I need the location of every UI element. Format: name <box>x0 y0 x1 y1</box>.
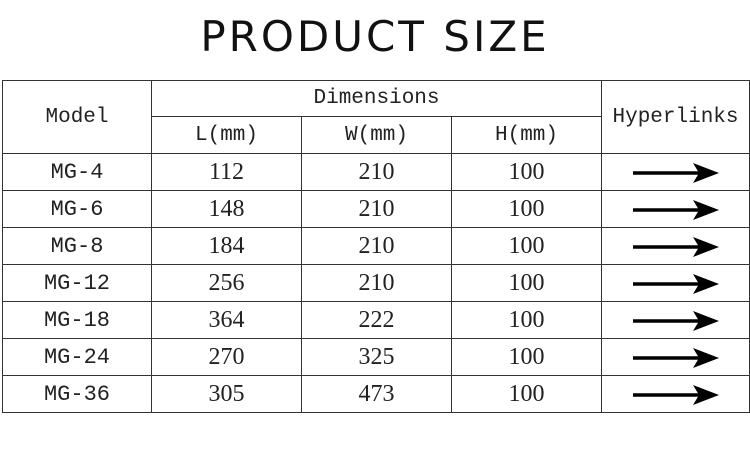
height-cell: 100 <box>451 227 602 265</box>
model-cell: MG-4 <box>2 153 152 191</box>
height-cell: 100 <box>451 375 602 413</box>
header-row: Model Dimensions Hyperlinks <box>2 80 750 154</box>
table-row: MG-4 112 210 100 <box>2 153 750 191</box>
model-cell: MG-8 <box>2 227 152 265</box>
model-cell: MG-6 <box>2 190 152 228</box>
header-height: H(mm) <box>451 116 602 154</box>
hyperlink-cell[interactable] <box>601 190 750 228</box>
length-cell: 112 <box>151 153 302 191</box>
width-cell: 222 <box>301 301 452 339</box>
height-cell: 100 <box>451 338 602 376</box>
length-cell: 148 <box>151 190 302 228</box>
width-cell: 210 <box>301 153 452 191</box>
table-row: MG-8 184 210 100 <box>2 227 750 265</box>
hyperlink-cell[interactable] <box>601 227 750 265</box>
hyperlink-cell[interactable] <box>601 375 750 413</box>
header-hyperlinks: Hyperlinks <box>601 80 750 154</box>
model-cell: MG-12 <box>2 264 152 302</box>
width-cell: 210 <box>301 190 452 228</box>
hyperlink-cell[interactable] <box>601 338 750 376</box>
arrow-right-icon[interactable] <box>632 199 719 221</box>
arrow-right-icon[interactable] <box>632 273 719 295</box>
length-cell: 184 <box>151 227 302 265</box>
table-row: MG-18 364 222 100 <box>2 301 750 339</box>
header-length: L(mm) <box>151 116 302 154</box>
header-model: Model <box>2 80 152 154</box>
hyperlink-cell[interactable] <box>601 301 750 339</box>
width-cell: 210 <box>301 264 452 302</box>
header-dimensions: Dimensions <box>151 80 602 117</box>
height-cell: 100 <box>451 190 602 228</box>
table-row: MG-6 148 210 100 <box>2 190 750 228</box>
length-cell: 364 <box>151 301 302 339</box>
arrow-right-icon[interactable] <box>632 310 719 332</box>
hyperlink-cell[interactable] <box>601 153 750 191</box>
height-cell: 100 <box>451 264 602 302</box>
length-cell: 270 <box>151 338 302 376</box>
length-cell: 256 <box>151 264 302 302</box>
subheader-row: L(mm) W(mm) H(mm) <box>3 116 750 154</box>
width-cell: 325 <box>301 338 452 376</box>
model-cell: MG-24 <box>2 338 152 376</box>
hyperlink-cell[interactable] <box>601 264 750 302</box>
length-cell: 305 <box>151 375 302 413</box>
header-width: W(mm) <box>301 116 452 154</box>
height-cell: 100 <box>451 301 602 339</box>
model-cell: MG-18 <box>2 301 152 339</box>
arrow-right-icon[interactable] <box>632 162 719 184</box>
table-row: MG-36 305 473 100 <box>2 375 750 413</box>
arrow-right-icon[interactable] <box>632 347 719 369</box>
arrow-right-icon[interactable] <box>632 236 719 258</box>
model-cell: MG-36 <box>2 375 152 413</box>
product-size-table: Model Dimensions Hyperlinks L(mm) W(mm) … <box>2 80 750 413</box>
width-cell: 473 <box>301 375 452 413</box>
table-row: MG-24 270 325 100 <box>2 338 750 376</box>
width-cell: 210 <box>301 227 452 265</box>
height-cell: 100 <box>451 153 602 191</box>
arrow-right-icon[interactable] <box>632 384 719 406</box>
table-row: MG-12 256 210 100 <box>2 264 750 302</box>
page-title: PRODUCT SIZE <box>200 12 550 61</box>
